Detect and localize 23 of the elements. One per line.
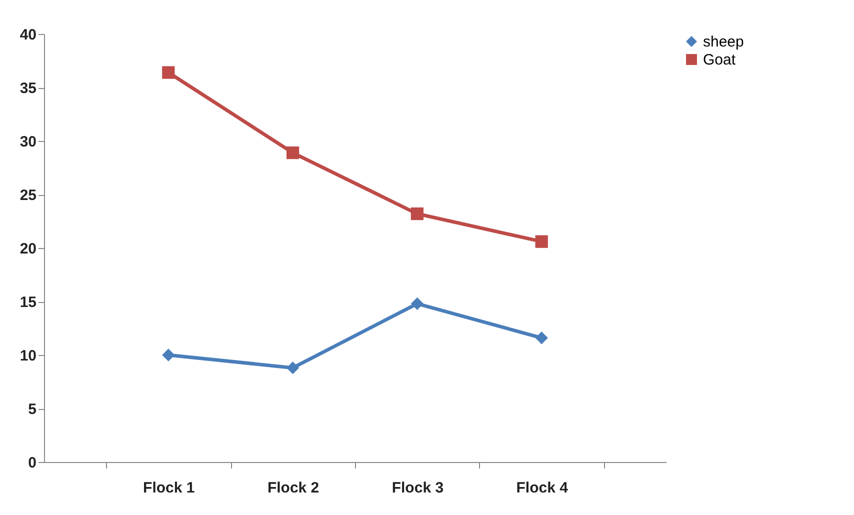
y-tick-label: 15 <box>20 294 36 311</box>
legend-label: sheep <box>703 34 744 50</box>
point <box>535 332 548 344</box>
x-tick-label: Flock 1 <box>143 480 195 496</box>
legend-label: Goat <box>703 52 736 68</box>
y-tick-label: 10 <box>20 348 36 364</box>
x-tick-label: Flock 3 <box>392 480 444 496</box>
x-tick-label: Flock 2 <box>267 480 320 496</box>
x-tick-label: Flock 4 <box>516 480 569 496</box>
y-tick-label: 30 <box>20 134 36 150</box>
y-tick-label: 40 <box>20 26 36 44</box>
point <box>286 146 300 160</box>
y-tick-label: 5 <box>28 401 36 418</box>
point <box>286 362 300 374</box>
y-tick-label: 25 <box>20 187 36 204</box>
point <box>535 235 548 248</box>
y-tick-label: 20 <box>20 240 36 258</box>
point <box>410 297 424 310</box>
point <box>162 66 175 79</box>
point <box>410 207 424 220</box>
y-tick-label: 0 <box>28 454 36 472</box>
y-tick-label: 35 <box>20 80 36 97</box>
point <box>162 348 175 362</box>
